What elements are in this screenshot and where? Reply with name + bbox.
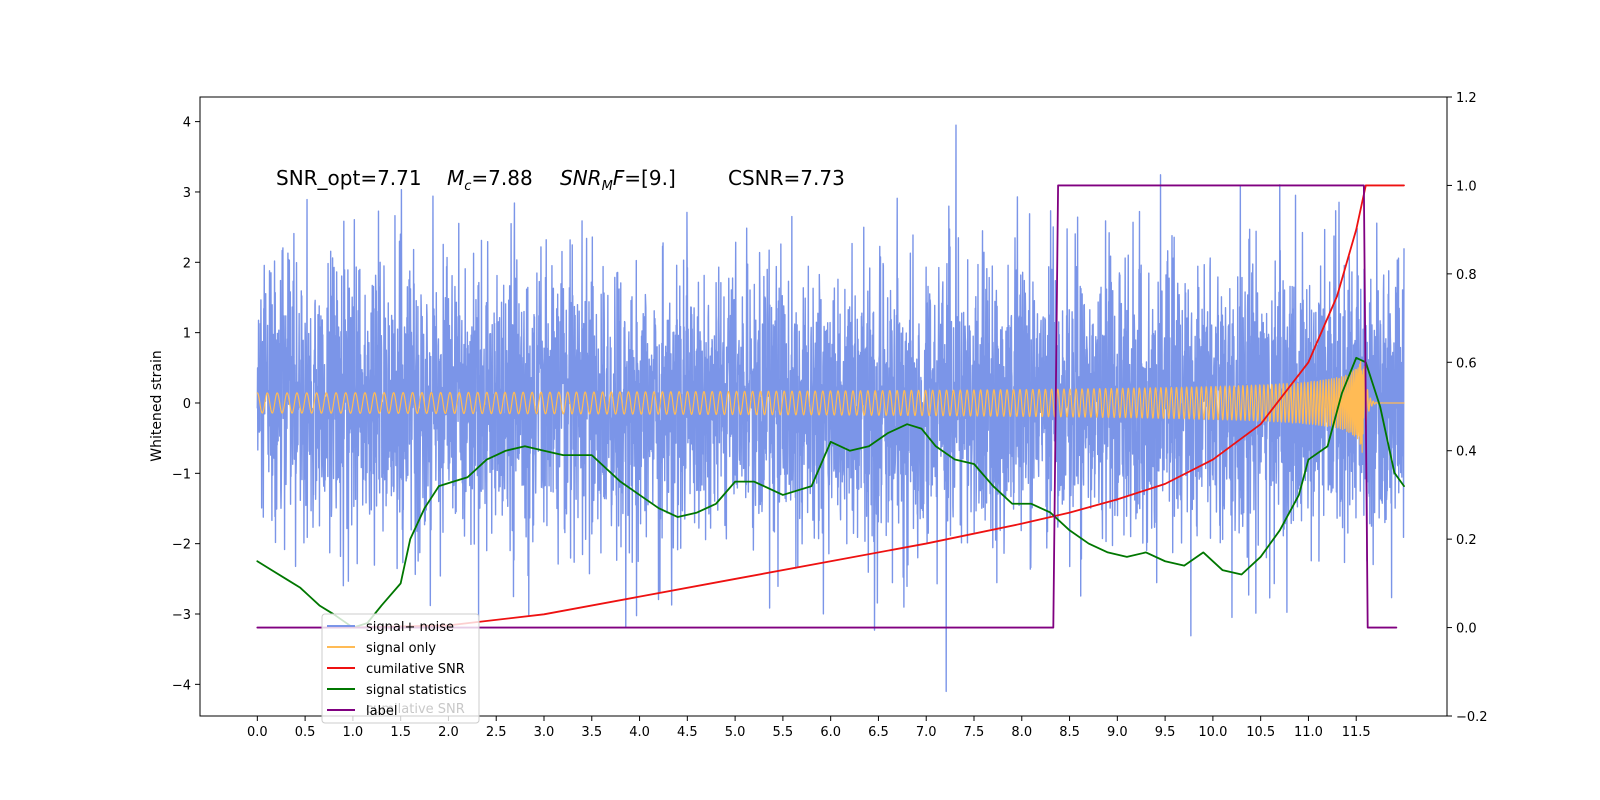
y-right-tick-label: 0.6 [1456,356,1477,371]
legend-label-3: signal statistics [366,683,467,698]
x-tick-label: 2.5 [486,725,507,740]
x-tick-label: 4.5 [677,725,698,740]
x-tick-label: 11.0 [1294,725,1323,740]
x-tick-label: 3.0 [534,725,555,740]
x-tick-label: 7.0 [916,725,937,740]
y-right-tick-label: 0.4 [1456,445,1477,460]
legend-label-4: label [366,704,397,719]
y-right-tick-label: 1.2 [1456,91,1477,106]
snrmf-value: =[9.] [624,166,675,190]
x-axis: 0.0 0.5 1.0 1.5 2.0 2.5 3.0 3.5 4.0 4.5 5.0 5.5 6.0 6… [247,716,1371,740]
snr-opt-annotation: SNR_opt=7.71 [276,166,422,190]
y-axis-left: −4 −3 −2 −1 0 1 2 3 4 [172,116,200,693]
x-tick-label: 5.0 [725,725,746,740]
y-axis-right: −0.2 0.0 0.2 0.4 0.6 0.8 1.0 1.2 [1447,91,1488,725]
x-tick-label: 0.5 [295,725,316,740]
x-tick-label: 11.5 [1342,725,1371,740]
series-line-2 [351,184,1405,629]
chirp-mass-annotation: Mc=7.88 [447,166,533,194]
snrmf-tail: F [613,166,625,190]
x-tick-label: 1.0 [343,725,364,740]
y-left-tick-label: −3 [172,608,191,623]
x-tick-label: 2.0 [438,725,459,740]
x-tick-label: 5.5 [773,725,794,740]
snrmf-annotation: SNRMF=[9.] [560,166,676,194]
legend-box [321,613,480,724]
y-right-tick-label: 0.0 [1456,622,1477,637]
series-line-4 [256,184,1398,629]
legend-ghost-text: cumilative SNR [366,702,465,717]
y-left-tick-label: −4 [172,678,191,693]
y-right-tick-label: −0.2 [1456,710,1488,725]
y-right-tick-label: 0.2 [1456,533,1477,548]
snrmf-subscript: M [602,179,613,194]
x-tick-label: 6.0 [820,725,841,740]
snrmf-symbol: SNR [560,166,602,190]
legend-items: signal+ noise signal only cumilative SNR si… [327,620,467,719]
y-left-tick-label: −1 [172,467,191,482]
y-axis-label: Whitened strain [149,350,165,461]
x-tick-label: 10.5 [1246,725,1275,740]
series-layer [256,124,1405,693]
y-left-tick-label: 1 [183,327,191,342]
mc-symbol: M [447,166,464,190]
x-tick-label: 8.5 [1059,725,1080,740]
mc-value: =7.88 [471,166,532,190]
x-tick-label: 0.0 [247,725,268,740]
legend-label-2: cumilative SNR [366,662,465,677]
legend: cumilative SNR signal+ noise signal only c… [321,613,480,724]
x-tick-label: 3.5 [581,725,602,740]
y-right-tick-label: 0.8 [1456,268,1477,283]
x-tick-label: 9.5 [1155,725,1176,740]
y-left-tick-label: −2 [172,538,191,553]
y-left-tick-label: 3 [183,186,191,201]
series-line-3 [256,356,1405,629]
legend-label-1: signal only [366,641,436,656]
x-tick-label: 6.5 [868,725,889,740]
csnr-annotation: CSNR=7.73 [728,166,845,190]
y-right-tick-label: 1.0 [1456,179,1477,194]
x-tick-label: 8.0 [1011,725,1032,740]
x-tick-label: 4.0 [629,725,650,740]
series-line-0 [256,124,1405,693]
mc-subscript: c [464,179,471,194]
y-left-tick-label: 4 [183,116,191,131]
y-left-tick-label: 2 [183,256,191,271]
annotation-layer: SNR_opt=7.71 Mc=7.88 SNRMF=[9.] CSNR=7.7… [276,166,845,194]
x-tick-label: 7.5 [964,725,985,740]
x-tick-label: 1.5 [390,725,411,740]
plot-frame [199,96,1448,717]
x-tick-label: 10.0 [1198,725,1227,740]
legend-label-0: signal+ noise [366,620,454,635]
x-tick-label: 9.0 [1107,725,1128,740]
series-line-1 [256,359,1405,453]
y-left-tick-label: 0 [183,397,191,412]
